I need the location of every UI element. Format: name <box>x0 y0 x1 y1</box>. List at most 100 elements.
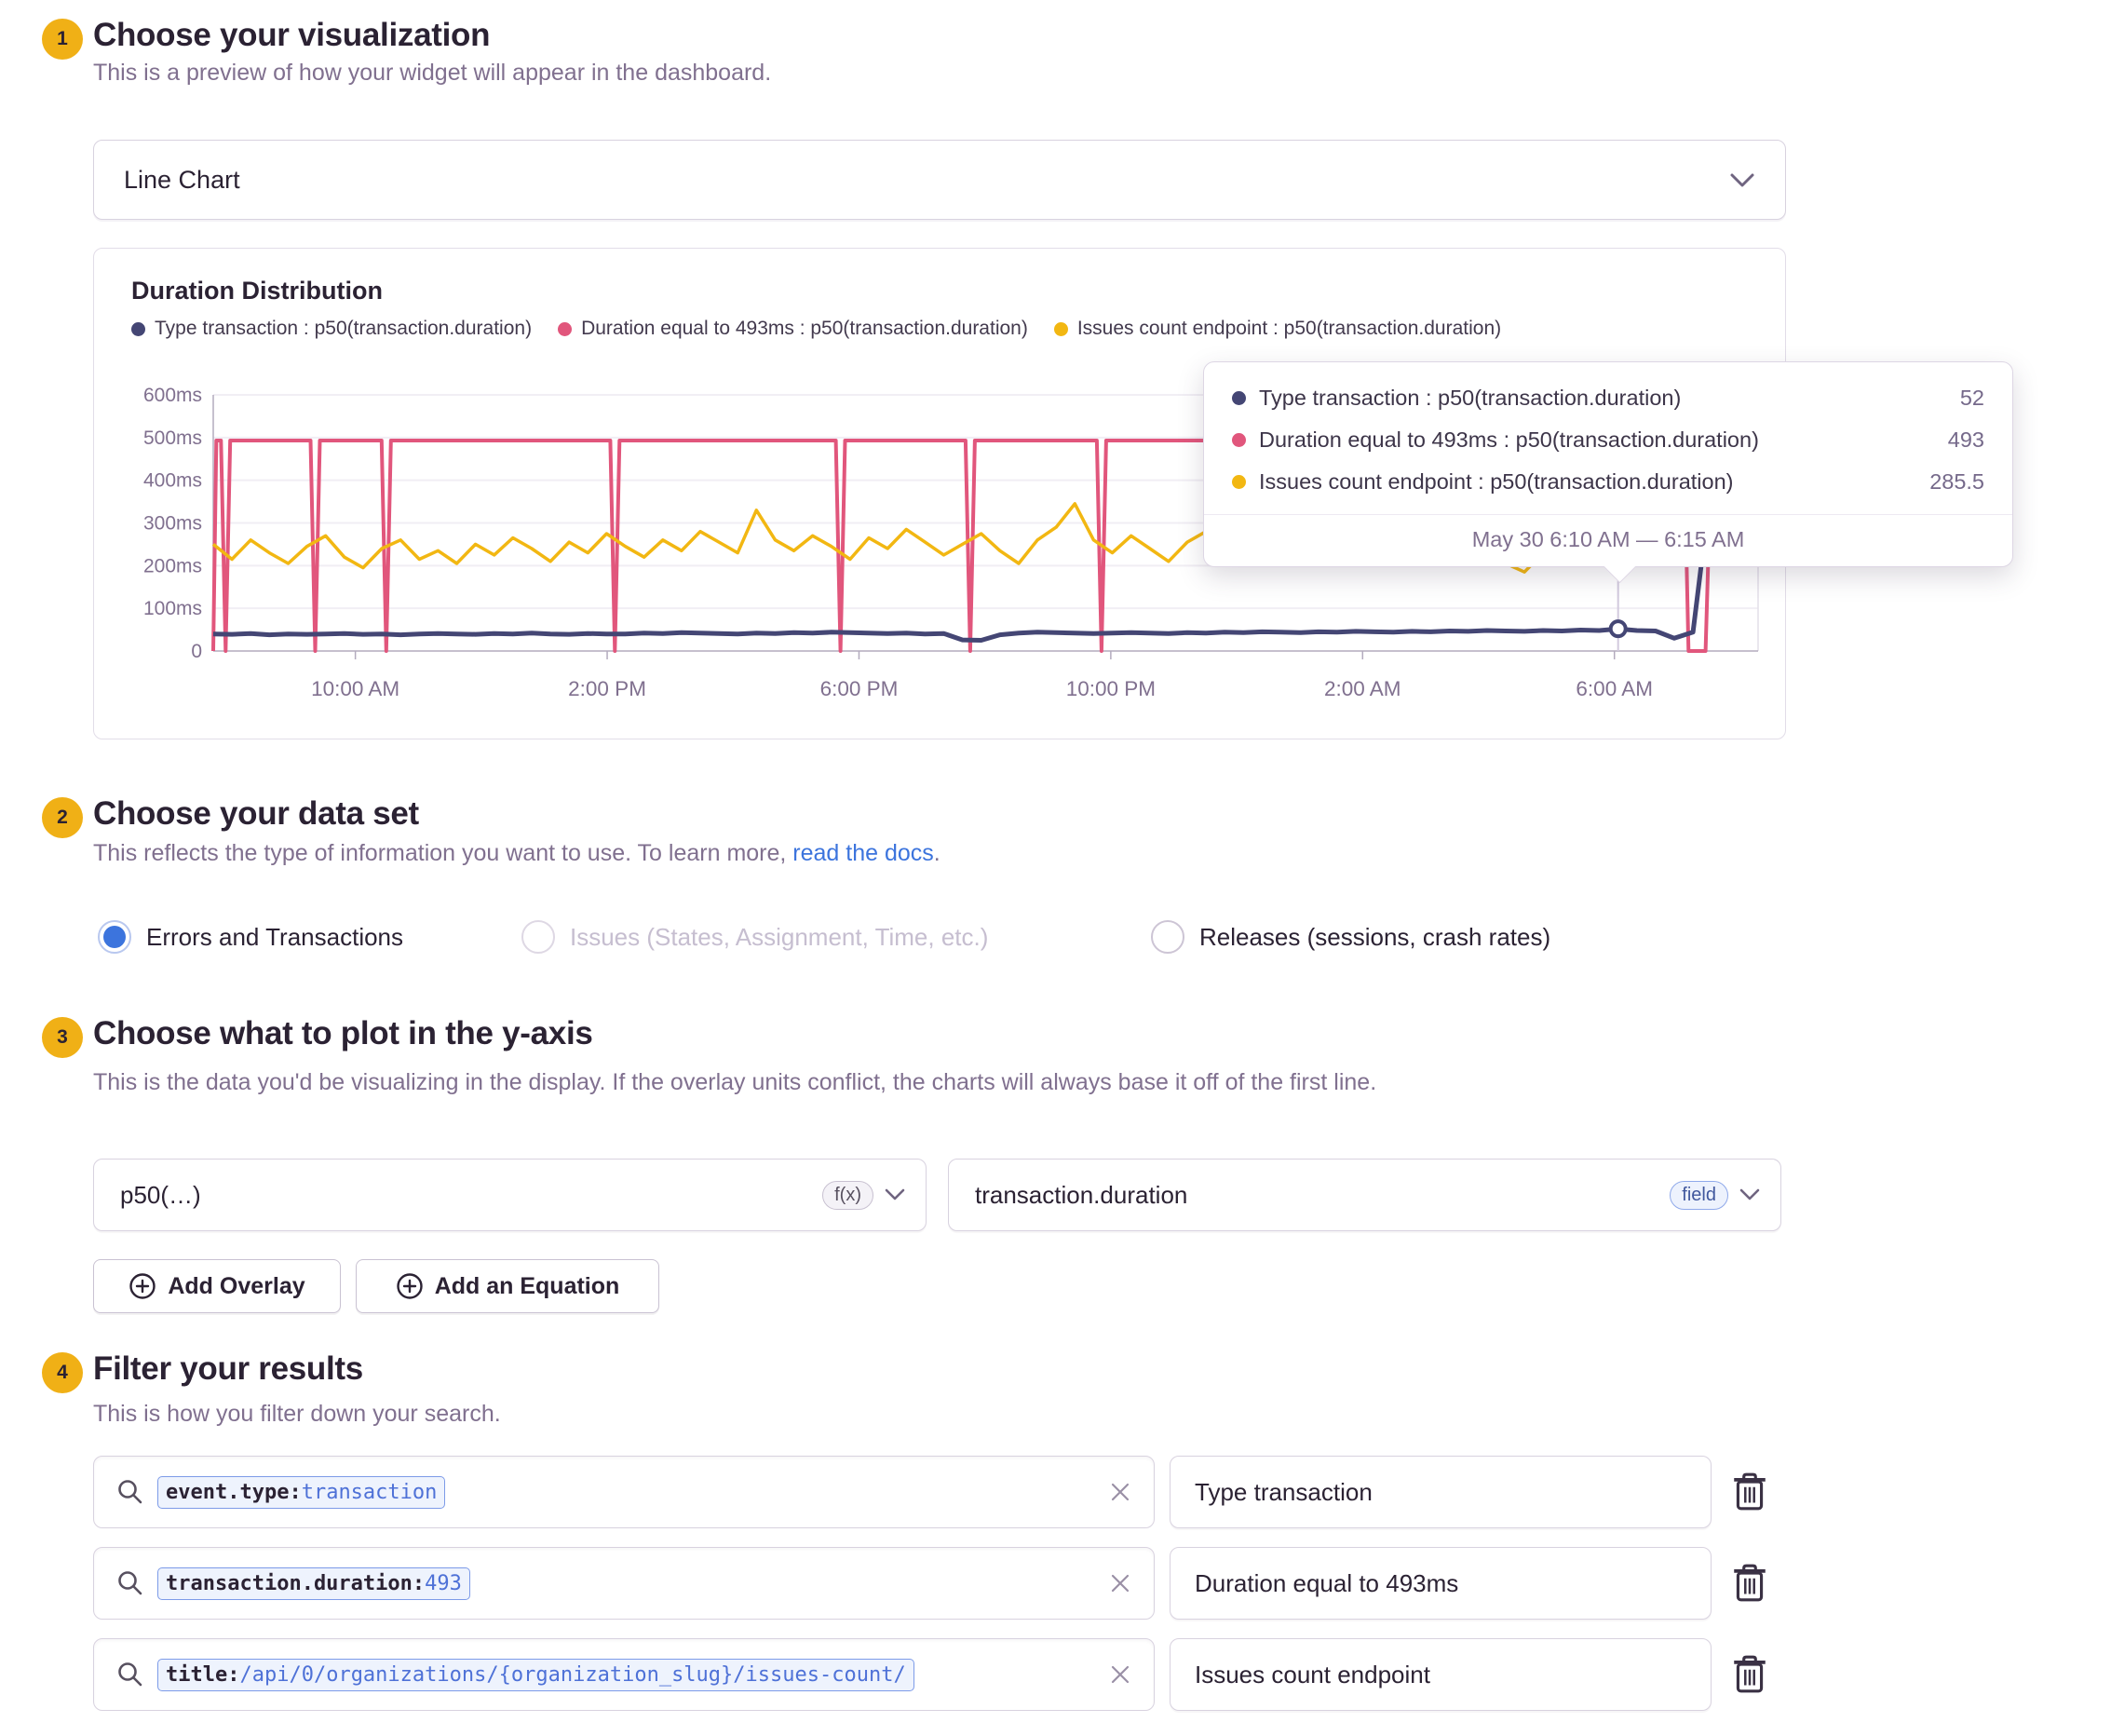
svg-text:400ms: 400ms <box>143 470 202 492</box>
svg-text:2:00 PM: 2:00 PM <box>568 677 646 700</box>
svg-text:600ms: 600ms <box>143 385 202 406</box>
svg-text:200ms: 200ms <box>143 555 202 576</box>
filter-alias-input-1[interactable] <box>1170 1456 1712 1528</box>
button-label: Add an Equation <box>434 1272 620 1299</box>
token-key: event.type: <box>166 1480 302 1504</box>
clear-search-icon[interactable] <box>1107 1479 1133 1505</box>
svg-text:0: 0 <box>191 641 202 662</box>
search-token[interactable]: event.type: transaction <box>157 1475 446 1509</box>
subtitle-text: This reflects the type of information yo… <box>93 840 793 866</box>
button-label: Add Overlay <box>168 1272 305 1299</box>
search-icon <box>116 1478 144 1506</box>
legend-label: Duration equal to 493ms : p50(transactio… <box>581 318 1028 339</box>
legend-dot-yellow <box>1053 321 1068 336</box>
legend-item-issues-count[interactable]: Issues count endpoint : p50(transaction.… <box>1053 318 1501 340</box>
filter-search-input-3[interactable]: title:/api/0/organizations/{organization… <box>93 1638 1155 1711</box>
tooltip-rows: Type transaction : p50(transaction.durat… <box>1204 362 2012 514</box>
delete-filter-button-2[interactable] <box>1728 1559 1771 1607</box>
column-kind-badge: field <box>1670 1180 1728 1210</box>
add-overlay-button[interactable]: Add Overlay <box>93 1259 341 1313</box>
tooltip-row: Issues count endpoint : p50(transaction.… <box>1204 461 2012 503</box>
yaxis-section-subtitle: This is the data you'd be visualizing in… <box>93 1069 1377 1095</box>
radio-unselected-icon <box>521 920 555 954</box>
dataset-section-subtitle: This reflects the type of information yo… <box>93 840 940 867</box>
yaxis-column-select[interactable]: transaction.duration field <box>948 1159 1781 1231</box>
yaxis-section-title: Choose what to plot in the y-axis <box>93 1015 593 1051</box>
chevron-down-icon <box>885 1188 905 1201</box>
token-key: transaction.duration: <box>166 1571 426 1595</box>
add-equation-button[interactable]: Add an Equation <box>356 1259 659 1313</box>
token-value: /api/0/organizations/{organization_slug}… <box>239 1662 906 1687</box>
tooltip-series-value: 285.5 <box>1929 469 1984 494</box>
legend-label: Type transaction : p50(transaction.durat… <box>155 318 533 339</box>
svg-text:2:00 AM: 2:00 AM <box>1324 677 1401 700</box>
svg-text:500ms: 500ms <box>143 427 202 449</box>
search-token[interactable]: title:/api/0/organizations/{organization… <box>157 1658 914 1691</box>
tooltip-series-label: Issues count endpoint : p50(transaction.… <box>1259 469 1734 494</box>
search-icon <box>116 1661 144 1689</box>
dataset-section-title: Choose your data set <box>93 795 419 832</box>
svg-text:10:00 PM: 10:00 PM <box>1066 677 1156 700</box>
visualization-section-subtitle: This is a preview of how your widget wil… <box>93 60 772 86</box>
legend-item-type-transaction[interactable]: Type transaction : p50(transaction.durat… <box>131 318 532 340</box>
filters-section-title: Filter your results <box>93 1350 363 1387</box>
filters-section-subtitle: This is how you filter down your search. <box>93 1401 501 1427</box>
visualization-section-title: Choose your visualization <box>93 17 491 53</box>
filter-search-input-2[interactable]: transaction.duration: 493 <box>93 1547 1155 1620</box>
radio-label: Errors and Transactions <box>146 922 404 951</box>
step-2-badge: 2 <box>42 797 83 838</box>
trash-icon <box>1734 1472 1766 1511</box>
tooltip-row: Type transaction : p50(transaction.durat… <box>1204 377 2012 419</box>
chart-legend: Type transaction : p50(transaction.durat… <box>131 318 1501 340</box>
search-token[interactable]: transaction.duration: 493 <box>157 1566 470 1600</box>
svg-text:10:00 AM: 10:00 AM <box>311 677 399 700</box>
duration-distribution-chart[interactable]: 10:00 AM 2:00 PM 6:00 PM 10:00 PM 2:00 AM 6:0… <box>94 249 1787 740</box>
trash-icon <box>1734 1655 1766 1693</box>
chevron-down-icon <box>1739 1188 1760 1201</box>
trash-icon <box>1734 1564 1766 1602</box>
delete-filter-button-1[interactable] <box>1728 1468 1771 1516</box>
function-kind-badge: f(x) <box>822 1180 873 1210</box>
tooltip-dot-yellow <box>1232 475 1246 489</box>
plus-circle-icon <box>396 1272 424 1300</box>
legend-dot-pink <box>558 321 573 336</box>
tooltip-series-label: Duration equal to 493ms : p50(transactio… <box>1259 427 1759 452</box>
radio-label: Releases (sessions, crash rates) <box>1199 922 1551 951</box>
dataset-option-releases[interactable]: Releases (sessions, crash rates) <box>1151 916 1550 957</box>
svg-text:100ms: 100ms <box>143 598 202 619</box>
filter-search-input-1[interactable]: event.type: transaction <box>93 1456 1155 1528</box>
filter-alias-input-2[interactable] <box>1170 1547 1712 1620</box>
tooltip-time-range: May 30 6:10 AM — 6:15 AM <box>1204 514 2012 566</box>
clear-search-icon[interactable] <box>1107 1661 1133 1688</box>
subtitle-period: . <box>933 840 940 866</box>
radio-unselected-icon <box>1151 920 1184 954</box>
column-value: transaction.duration <box>975 1180 1188 1209</box>
token-key: title: <box>166 1662 240 1687</box>
legend-item-duration-equal[interactable]: Duration equal to 493ms : p50(transactio… <box>558 318 1028 340</box>
step-1-badge: 1 <box>42 19 83 60</box>
svg-text:6:00 PM: 6:00 PM <box>820 677 899 700</box>
step-4-badge: 4 <box>42 1352 83 1393</box>
delete-filter-button-3[interactable] <box>1728 1650 1771 1699</box>
step-3-badge: 3 <box>42 1017 83 1058</box>
function-value: p50(…) <box>120 1180 201 1209</box>
token-value: transaction <box>301 1480 438 1504</box>
clear-search-icon[interactable] <box>1107 1570 1133 1596</box>
chevron-down-icon <box>1729 172 1755 188</box>
visualization-type-select[interactable]: Line Chart <box>93 140 1786 220</box>
chart-title: Duration Distribution <box>131 277 383 305</box>
dataset-option-issues: Issues (States, Assignment, Time, etc.) <box>521 916 988 957</box>
tooltip-dot-navy <box>1232 391 1246 405</box>
tooltip-row: Duration equal to 493ms : p50(transactio… <box>1204 419 2012 461</box>
svg-text:6:00 AM: 6:00 AM <box>1576 677 1653 700</box>
filter-alias-input-3[interactable] <box>1170 1638 1712 1711</box>
svg-text:300ms: 300ms <box>143 513 202 535</box>
read-the-docs-link[interactable]: read the docs <box>792 840 934 866</box>
yaxis-function-select[interactable]: p50(…) f(x) <box>93 1159 927 1231</box>
radio-selected-icon <box>98 920 131 954</box>
tooltip-series-value: 52 <box>1959 386 1984 410</box>
tooltip-dot-pink <box>1232 433 1246 447</box>
visualization-type-value: Line Chart <box>124 165 240 194</box>
dataset-option-errors-transactions[interactable]: Errors and Transactions <box>98 916 403 957</box>
